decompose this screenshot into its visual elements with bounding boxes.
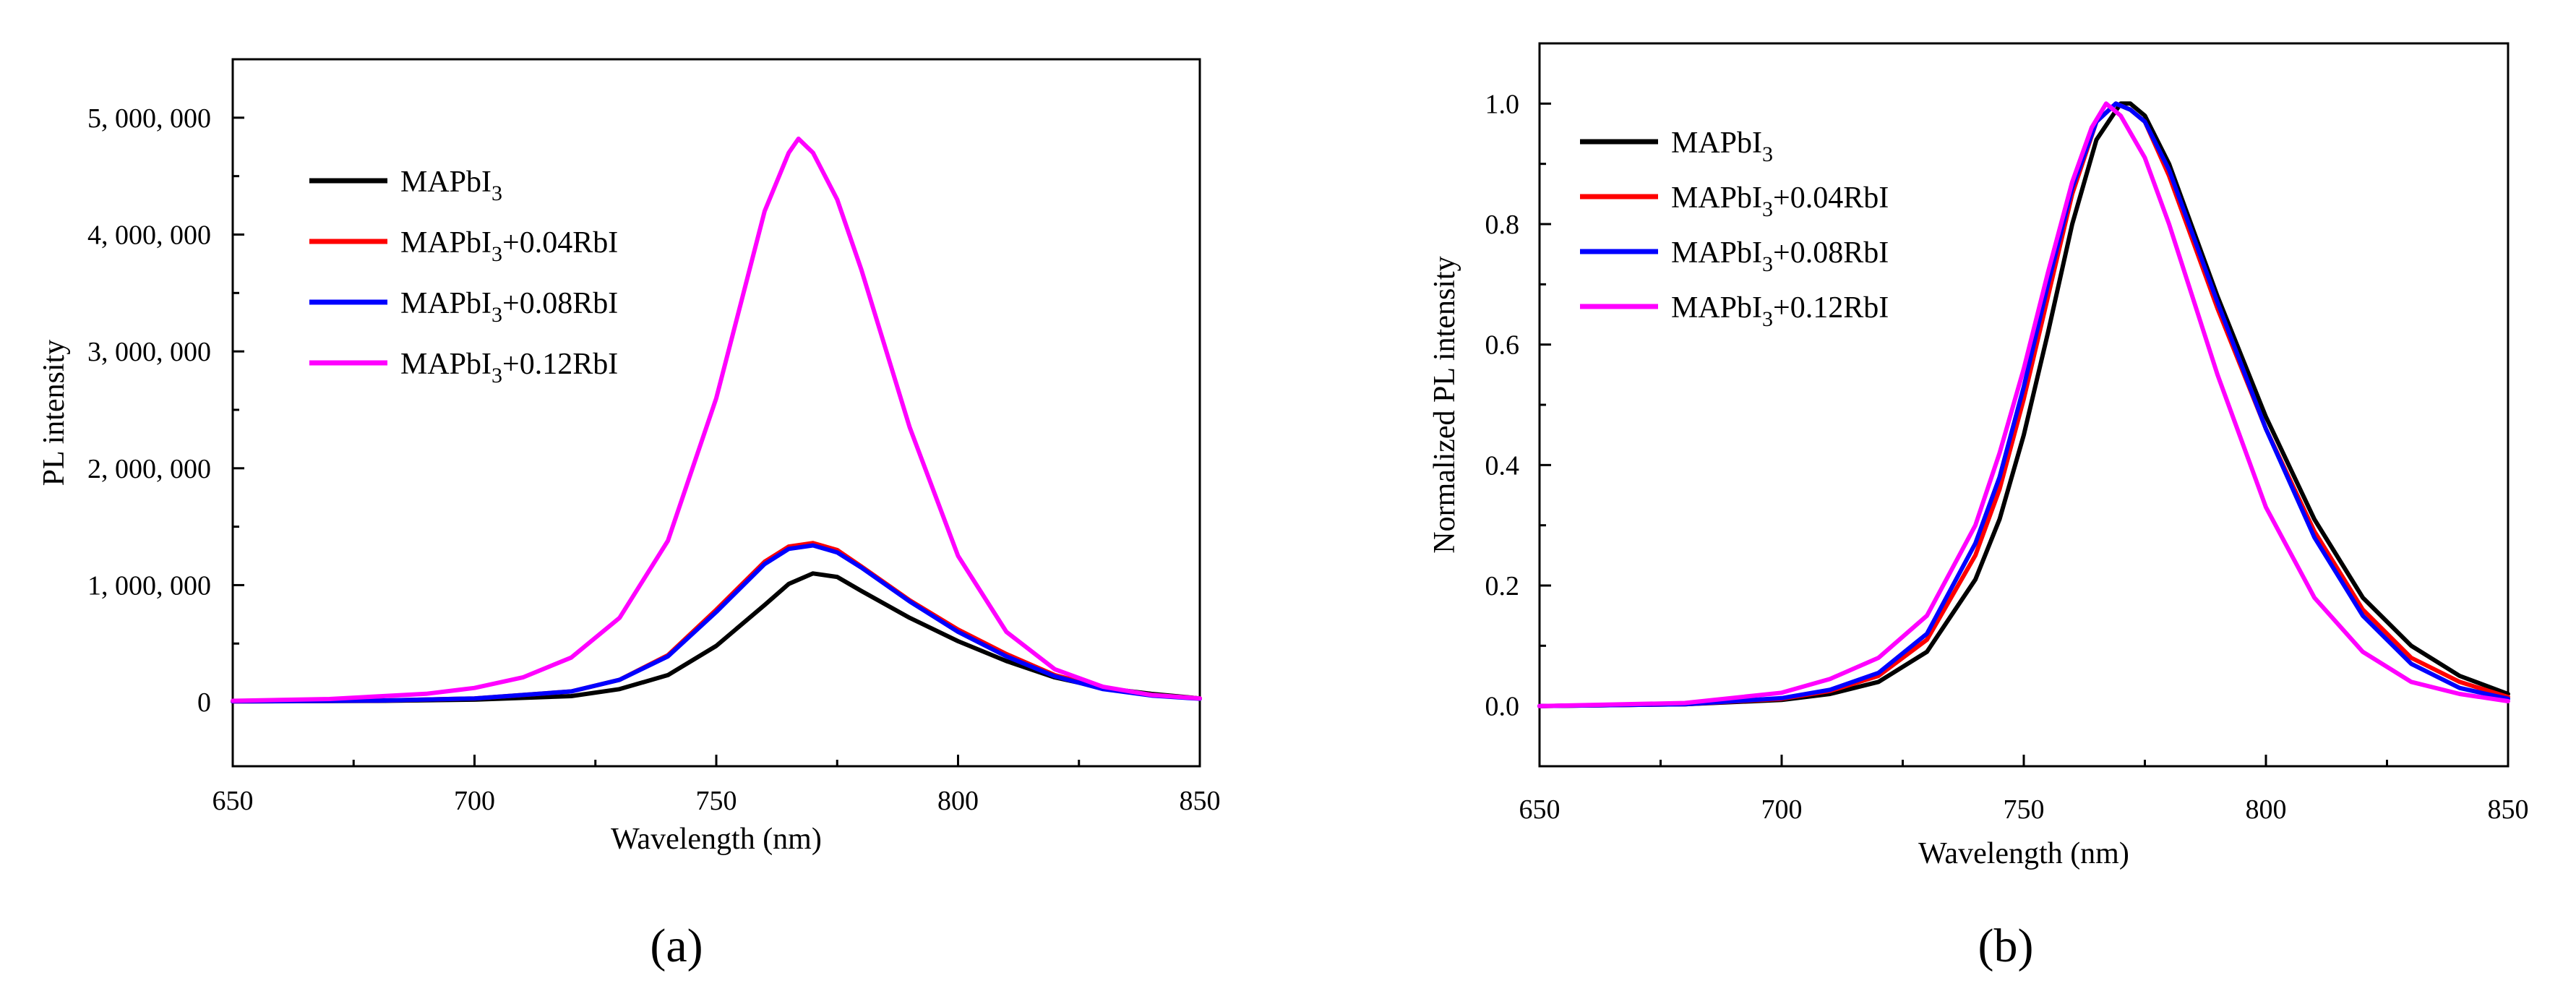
x-axis-title: Wavelength (nm): [611, 823, 822, 856]
y-axis-title: Normalized PL intensity: [1428, 256, 1461, 553]
x-tick-label: 800: [937, 786, 979, 816]
y-tick-label: 1.0: [1485, 89, 1520, 119]
legend-label: MAPbI3+0.08RbI: [400, 287, 618, 327]
series-line: [1537, 101, 2510, 708]
legend-label: MAPbI3: [1671, 127, 1773, 166]
legend-label: MAPbI3+0.12RbI: [1671, 291, 1889, 331]
x-tick-label: 850: [1180, 786, 1221, 816]
series-line: [231, 571, 1202, 704]
x-tick-label: 750: [696, 786, 737, 816]
x-tick-label: 750: [2004, 794, 2045, 825]
legend-label: MAPbI3+0.04RbI: [1671, 181, 1889, 221]
y-tick-label: 4, 000, 000: [87, 220, 211, 250]
legend: MAPbI3 MAPbI3+0.04RbI MAPbI3+0.08RbI MAPbI3…: [309, 166, 618, 387]
panel-label-b: (b): [1978, 919, 2034, 972]
axis-ticks: [1538, 102, 2510, 766]
axis-tick-labels: 650 700 750 800 850 0 1, 000, 000 2, 000, 000 3,…: [87, 103, 1221, 816]
x-tick-label: 700: [1761, 794, 1803, 825]
panel-label-a: (a): [650, 919, 703, 972]
y-tick-label: 0.2: [1485, 571, 1520, 601]
x-tick-label: 700: [454, 786, 495, 816]
y-tick-label: 0.0: [1485, 692, 1520, 722]
x-tick-label: 650: [1519, 794, 1560, 825]
y-axis-title: PL intensity: [38, 340, 71, 486]
x-tick-label: 850: [2488, 794, 2529, 825]
x-axis-title: Wavelength (nm): [1918, 837, 2129, 870]
y-tick-label: 2, 000, 000: [87, 454, 211, 484]
series-lines: [231, 136, 1202, 704]
series-lines: [1537, 101, 2510, 708]
x-tick-label: 800: [2246, 794, 2287, 825]
series-line: [231, 543, 1202, 704]
chart-panel-a: 650 700 750 800 850 0 1, 000, 000 2, 000, 000 3,…: [38, 58, 1221, 972]
y-tick-label: 0.4: [1485, 450, 1520, 481]
y-tick-label: 1, 000, 000: [87, 570, 211, 601]
plot-frame: [231, 58, 1201, 768]
series-line: [231, 136, 1202, 703]
y-tick-label: 0: [197, 687, 211, 718]
x-tick-label: 650: [212, 786, 254, 816]
legend-label: MAPbI3: [400, 166, 502, 205]
y-tick-label: 3, 000, 000: [87, 337, 211, 367]
y-tick-label: 0.6: [1485, 330, 1520, 361]
legend-label: MAPbI3+0.12RbI: [400, 348, 618, 387]
y-tick-label: 5, 000, 000: [87, 103, 211, 134]
legend-label: MAPbI3+0.08RbI: [1671, 236, 1889, 276]
legend: MAPbI3 MAPbI3+0.04RbI MAPbI3+0.08RbI MAPbI3…: [1580, 127, 1889, 331]
chart-panel-b: 650 700 750 800 850 0.0 0.2 0.4 0.6 0.8 1.0 MAPbI3…: [1428, 42, 2529, 972]
y-tick-label: 0.8: [1485, 210, 1520, 240]
series-line: [1537, 101, 2510, 708]
legend-label: MAPbI3+0.04RbI: [400, 226, 618, 266]
axis-tick-labels: 650 700 750 800 850 0.0 0.2 0.4 0.6 0.8 1.0: [1485, 89, 2529, 825]
axis-ticks: [231, 116, 1201, 766]
